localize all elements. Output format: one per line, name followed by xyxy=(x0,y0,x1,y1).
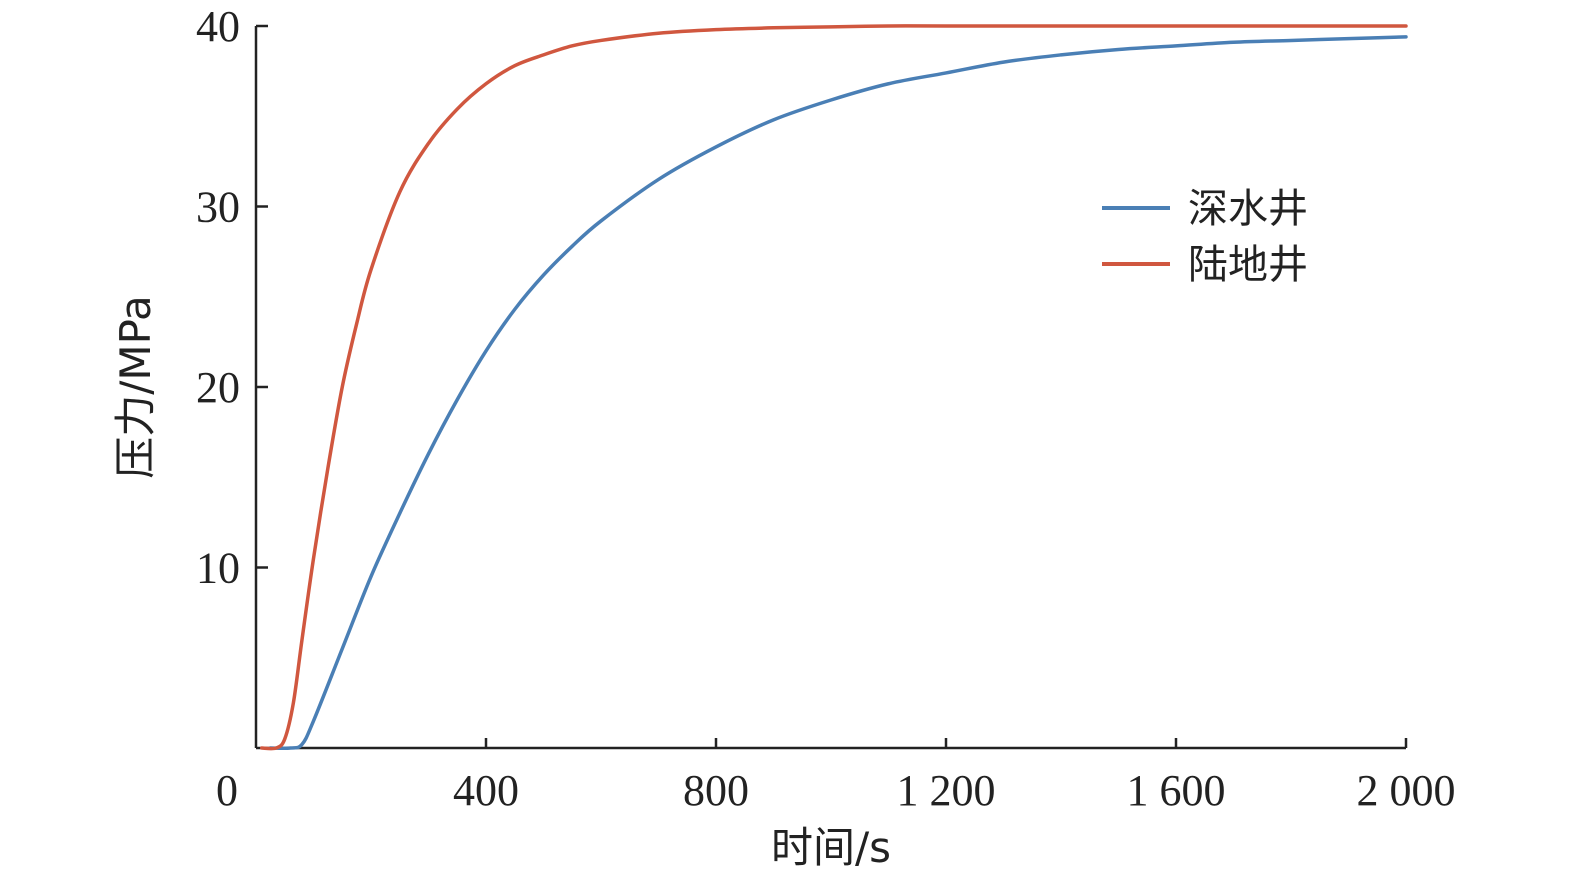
x-tick-label: 0 xyxy=(216,766,238,815)
x-tick-label: 800 xyxy=(683,766,749,815)
y-tick-label: 20 xyxy=(196,363,240,412)
x-tick-label: 2 000 xyxy=(1357,766,1456,815)
series-group xyxy=(260,24,1408,751)
x-axis-title: 时间/s xyxy=(771,823,891,872)
y-tick-label: 30 xyxy=(196,183,240,232)
y-tick-label: 40 xyxy=(196,2,240,51)
y-ticks: 10 20 30 40 xyxy=(196,2,268,593)
x-tick-label: 1 600 xyxy=(1127,766,1226,815)
y-tick-label: 10 xyxy=(196,544,240,593)
series-line-0 xyxy=(268,35,1408,751)
series-line-1 xyxy=(260,24,1408,751)
x-ticks: 0 400 800 1 200 1 600 2 000 xyxy=(216,738,1456,815)
x-tick-label: 1 200 xyxy=(897,766,996,815)
legend-label: 深水井 xyxy=(1188,186,1308,232)
plot-area xyxy=(254,26,1406,750)
y-axis-title: 压力/MPa xyxy=(111,295,160,479)
legend-label: 陆地井 xyxy=(1188,242,1308,288)
x-tick-label: 400 xyxy=(453,766,519,815)
